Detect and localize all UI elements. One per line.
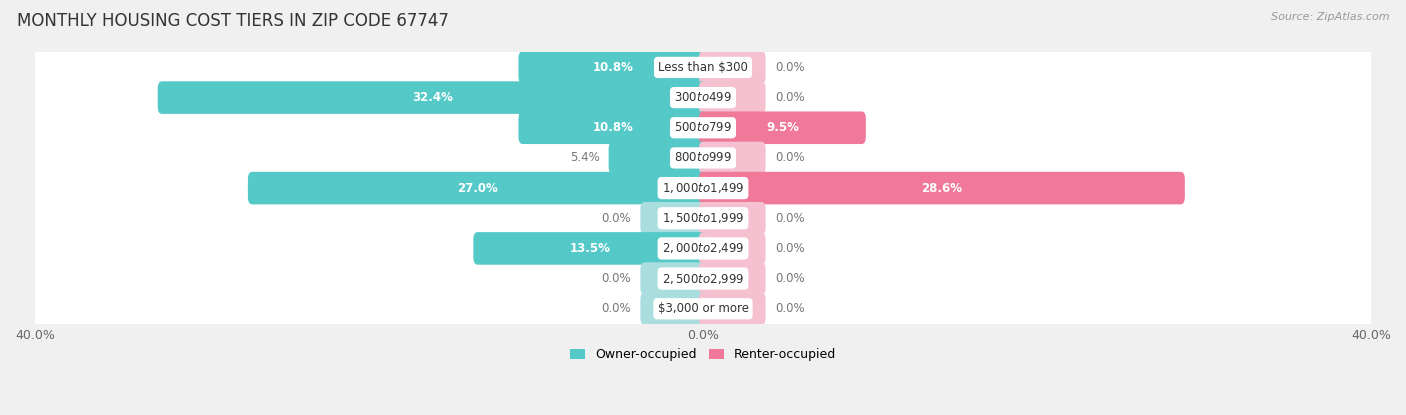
FancyBboxPatch shape [640,202,707,234]
FancyBboxPatch shape [34,138,1372,178]
Text: 0.0%: 0.0% [775,302,804,315]
Text: MONTHLY HOUSING COST TIERS IN ZIP CODE 67747: MONTHLY HOUSING COST TIERS IN ZIP CODE 6… [17,12,449,30]
Text: 32.4%: 32.4% [412,91,453,104]
Text: $3,000 or more: $3,000 or more [658,302,748,315]
Text: Source: ZipAtlas.com: Source: ZipAtlas.com [1271,12,1389,22]
FancyBboxPatch shape [474,232,707,265]
Text: 13.5%: 13.5% [569,242,610,255]
Text: 28.6%: 28.6% [921,182,962,195]
Text: 0.0%: 0.0% [602,272,631,285]
FancyBboxPatch shape [247,172,707,204]
Text: $800 to $999: $800 to $999 [673,151,733,164]
FancyBboxPatch shape [609,142,707,174]
FancyBboxPatch shape [699,172,1185,204]
FancyBboxPatch shape [699,293,766,325]
Text: $500 to $799: $500 to $799 [673,121,733,134]
FancyBboxPatch shape [34,289,1372,328]
Text: 27.0%: 27.0% [457,182,498,195]
Text: $1,500 to $1,999: $1,500 to $1,999 [662,211,744,225]
FancyBboxPatch shape [519,112,707,144]
Text: 9.5%: 9.5% [766,121,799,134]
Text: 10.8%: 10.8% [592,121,633,134]
Legend: Owner-occupied, Renter-occupied: Owner-occupied, Renter-occupied [565,344,841,366]
FancyBboxPatch shape [699,262,766,295]
Text: 5.4%: 5.4% [569,151,599,164]
FancyBboxPatch shape [34,229,1372,268]
FancyBboxPatch shape [699,51,766,84]
FancyBboxPatch shape [640,262,707,295]
FancyBboxPatch shape [699,232,766,265]
FancyBboxPatch shape [699,142,766,174]
FancyBboxPatch shape [34,78,1372,117]
FancyBboxPatch shape [34,168,1372,208]
Text: 0.0%: 0.0% [775,91,804,104]
Text: $2,500 to $2,999: $2,500 to $2,999 [662,271,744,286]
Text: 0.0%: 0.0% [775,272,804,285]
Text: $300 to $499: $300 to $499 [673,91,733,104]
Text: 0.0%: 0.0% [602,302,631,315]
FancyBboxPatch shape [34,48,1372,87]
FancyBboxPatch shape [34,108,1372,147]
Text: $1,000 to $1,499: $1,000 to $1,499 [662,181,744,195]
Text: $2,000 to $2,499: $2,000 to $2,499 [662,242,744,255]
FancyBboxPatch shape [157,81,707,114]
Text: 0.0%: 0.0% [775,242,804,255]
FancyBboxPatch shape [699,202,766,234]
Text: 10.8%: 10.8% [592,61,633,74]
FancyBboxPatch shape [34,259,1372,298]
FancyBboxPatch shape [699,112,866,144]
FancyBboxPatch shape [640,293,707,325]
Text: 0.0%: 0.0% [775,151,804,164]
Text: 0.0%: 0.0% [602,212,631,225]
FancyBboxPatch shape [519,51,707,84]
Text: Less than $300: Less than $300 [658,61,748,74]
Text: 0.0%: 0.0% [775,212,804,225]
FancyBboxPatch shape [34,199,1372,238]
Text: 0.0%: 0.0% [775,61,804,74]
FancyBboxPatch shape [699,81,766,114]
